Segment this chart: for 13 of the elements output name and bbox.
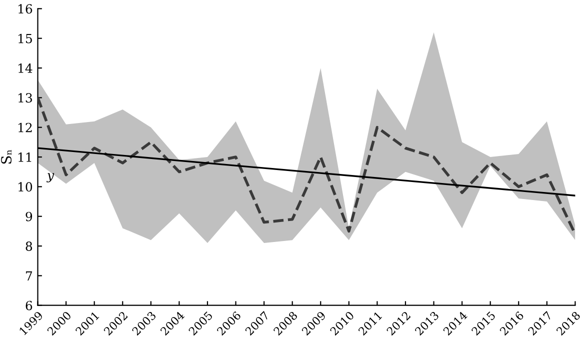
y-tick-label: 14 (18, 63, 32, 73)
y-tick-label: 15 (18, 34, 32, 44)
y-tick-label: 7 (26, 271, 32, 280)
y-tick-label: 16 (18, 4, 32, 14)
y-tick-label: 8 (26, 241, 32, 251)
y-tick-label: 10 (18, 182, 32, 192)
y-axis-title: Sₙ (1, 150, 12, 164)
y-tick-label: 9 (26, 212, 32, 222)
y-tick-label: 6 (26, 300, 32, 310)
y-tick-label: 13 (18, 93, 32, 103)
y-tick-label: 11 (18, 152, 32, 162)
annotation: y (46, 173, 54, 182)
y-tick-label: 12 (18, 122, 32, 132)
